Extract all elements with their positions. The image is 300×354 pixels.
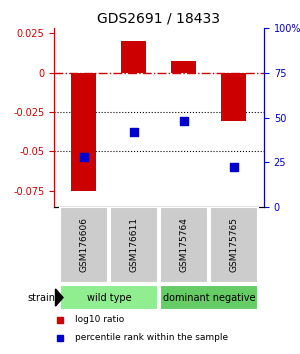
FancyBboxPatch shape	[160, 207, 208, 283]
Bar	[221, 73, 247, 121]
FancyBboxPatch shape	[110, 207, 158, 283]
Text: GSM176606: GSM176606	[80, 217, 88, 273]
Bar	[71, 73, 97, 191]
Text: GSM175764: GSM175764	[179, 217, 188, 273]
Bar	[172, 62, 197, 73]
FancyBboxPatch shape	[60, 285, 158, 310]
FancyBboxPatch shape	[210, 207, 258, 283]
FancyBboxPatch shape	[160, 285, 258, 310]
Text: strain: strain	[27, 292, 55, 303]
FancyBboxPatch shape	[60, 207, 108, 283]
Text: GSM176611: GSM176611	[130, 217, 139, 273]
Polygon shape	[56, 289, 63, 306]
Text: GSM175765: GSM175765	[230, 217, 238, 273]
Bar	[122, 41, 146, 73]
Point	[232, 165, 236, 170]
Text: wild type: wild type	[87, 292, 131, 303]
Point	[82, 154, 86, 160]
Text: dominant negative: dominant negative	[163, 292, 255, 303]
Point	[182, 118, 186, 124]
Text: log10 ratio: log10 ratio	[75, 315, 124, 324]
Point	[132, 129, 136, 135]
Title: GDS2691 / 18433: GDS2691 / 18433	[98, 12, 220, 26]
Text: percentile rank within the sample: percentile rank within the sample	[75, 333, 228, 342]
